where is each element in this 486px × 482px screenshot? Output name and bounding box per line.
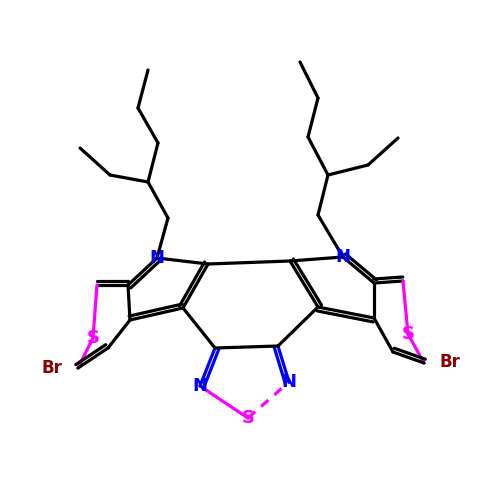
Text: N: N [192,377,208,395]
Text: N: N [281,373,296,391]
Text: N: N [150,249,164,267]
Text: N: N [335,248,350,266]
Text: S: S [401,325,415,343]
Text: Br: Br [42,359,62,377]
Text: S: S [242,409,255,427]
Text: Br: Br [439,353,460,371]
Text: S: S [87,329,100,347]
